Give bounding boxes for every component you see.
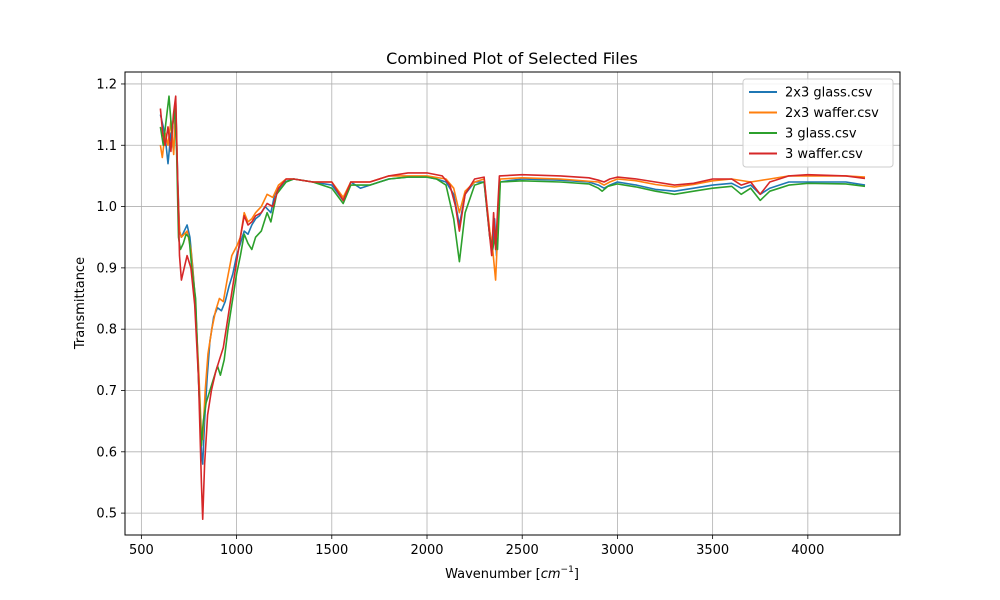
legend-label: 3 glass.csv [785, 127, 857, 142]
x-tick-label: 3000 [601, 543, 634, 558]
x-tick-label: 4000 [791, 543, 824, 558]
x-axis-title: Wavenumber [cm−1] [445, 565, 579, 582]
x-axis-title-main: Wavenumber [ [445, 567, 541, 582]
x-axis-title-exponent: −1 [561, 565, 574, 575]
legend-label: 3 waffer.csv [785, 147, 863, 162]
x-axis-title-close: ] [574, 567, 579, 582]
legend-label: 2x3 waffer.csv [785, 106, 879, 121]
series-line-3 [159, 95, 866, 447]
y-tick-label: 1.0 [96, 200, 117, 215]
y-tick-label: 1.2 [96, 77, 117, 92]
legend-label: 2x3 glass.csv [785, 86, 873, 101]
x-axis-title-unit: cm [541, 567, 561, 582]
legend-box [742, 78, 894, 168]
y-tick-label: 1.1 [96, 139, 117, 154]
x-tick-label: 2500 [506, 543, 539, 558]
series-lines [159, 95, 866, 520]
x-tick-label: 500 [129, 543, 154, 558]
y-tick-label: 0.5 [96, 507, 117, 522]
x-tick-label: 1000 [220, 543, 253, 558]
plot-area-frame [124, 71, 901, 536]
y-tick-label: 0.9 [96, 261, 117, 276]
legend: 2x3 glass.csv 2x3 waffer.csv 3 glass.csv 3 … [742, 78, 894, 168]
y-axis-title: Transmittance [73, 257, 88, 350]
x-tick-label: 2000 [410, 543, 443, 558]
y-tick-label: 0.7 [96, 384, 117, 399]
chart-title: Combined Plot of Selected Files [386, 49, 638, 68]
x-tick-label: 3500 [696, 543, 729, 558]
axis-ticks: 500 1000 1500 2000 2500 3000 3500 4000 0.5 0.6 0.7… [96, 77, 824, 558]
x-tick-label: 1500 [315, 543, 348, 558]
series-line-4 [159, 95, 866, 520]
y-tick-label: 0.6 [96, 445, 117, 460]
y-tick-label: 0.8 [96, 323, 117, 338]
